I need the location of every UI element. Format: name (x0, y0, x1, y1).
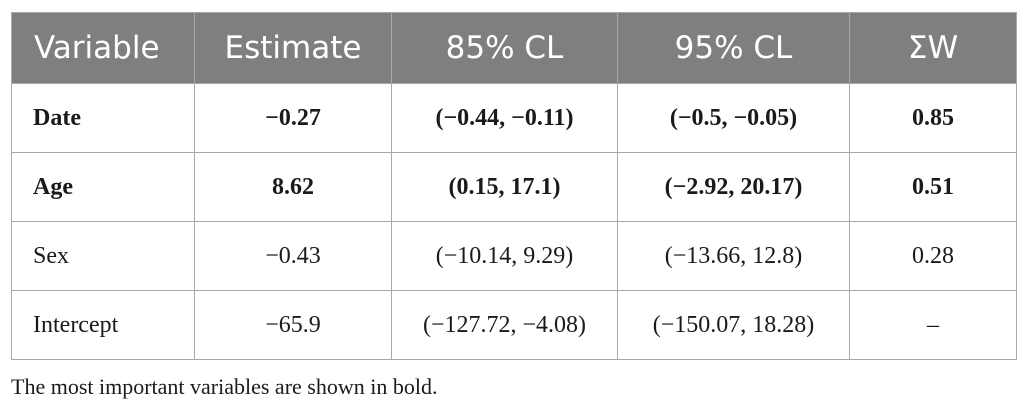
cell-95-cl: (−13.66, 12.8) (617, 221, 850, 291)
cell-85-cl: (−127.72, −4.08) (391, 290, 618, 360)
table-row-intercept: Intercept −65.9 (−127.72, −4.08) (−150.0… (11, 290, 1017, 360)
cell-sum-weight: – (849, 290, 1017, 360)
cell-95-cl: (−0.5, −0.05) (617, 83, 850, 153)
table-row-sex: Sex −0.43 (−10.14, 9.29) (−13.66, 12.8) … (11, 221, 1017, 291)
header-estimate: Estimate (194, 12, 392, 84)
cell-95-cl: (−150.07, 18.28) (617, 290, 850, 360)
cell-estimate: −0.27 (194, 83, 392, 153)
cell-sum-weight: 0.85 (849, 83, 1017, 153)
results-table-container: Variable Estimate 85% CL 95% CL ΣW Date … (11, 12, 1017, 360)
cell-variable: Sex (11, 221, 195, 291)
cell-variable: Age (11, 152, 195, 222)
header-sum-weight: ΣW (849, 12, 1017, 84)
cell-85-cl: (0.15, 17.1) (391, 152, 618, 222)
table-footnote: The most important variables are shown i… (11, 374, 438, 399)
cell-95-cl: (−2.92, 20.17) (617, 152, 850, 222)
header-85-cl: 85% CL (391, 12, 618, 84)
header-95-cl: 95% CL (617, 12, 850, 84)
cell-estimate: 8.62 (194, 152, 392, 222)
cell-estimate: −65.9 (194, 290, 392, 360)
header-variable: Variable (11, 12, 195, 84)
table-row-age: Age 8.62 (0.15, 17.1) (−2.92, 20.17) 0.5… (11, 152, 1017, 222)
cell-variable: Intercept (11, 290, 195, 360)
table-row-date: Date −0.27 (−0.44, −0.11) (−0.5, −0.05) … (11, 83, 1017, 153)
header-row: Variable Estimate 85% CL 95% CL ΣW (11, 12, 1017, 84)
cell-85-cl: (−0.44, −0.11) (391, 83, 618, 153)
cell-85-cl: (−10.14, 9.29) (391, 221, 618, 291)
cell-variable: Date (11, 83, 195, 153)
results-table: Variable Estimate 85% CL 95% CL ΣW Date … (11, 12, 1017, 360)
cell-estimate: −0.43 (194, 221, 392, 291)
cell-sum-weight: 0.51 (849, 152, 1017, 222)
cell-sum-weight: 0.28 (849, 221, 1017, 291)
